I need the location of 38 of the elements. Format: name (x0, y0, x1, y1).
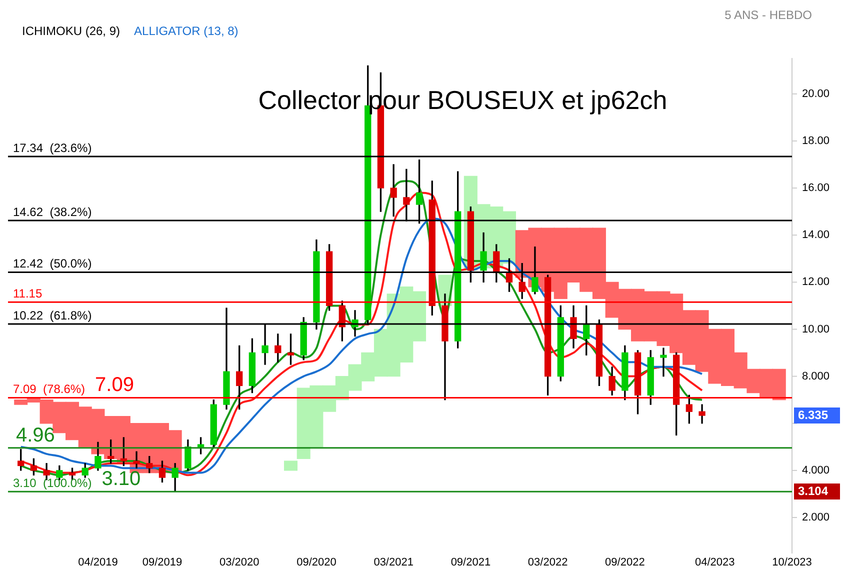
x-tick-label: 09/2019 (142, 556, 182, 568)
candlestick (133, 451, 140, 468)
x-tick-label: 10/2023 (772, 556, 812, 568)
x-tick-label: 04/2019 (78, 556, 118, 568)
y-tick-label: 2.000 (802, 512, 830, 524)
candlestick (390, 164, 397, 217)
y-tick-label: 18.00 (802, 135, 830, 147)
x-tick-label: 04/2023 (695, 556, 735, 568)
x-tick-label: 09/2021 (450, 556, 491, 568)
ref-line-label: 14.62 (38.2%) (13, 204, 92, 219)
annotation: 7.09 (95, 374, 134, 396)
y-tick-label: 16.00 (802, 182, 830, 194)
x-tick-label: 03/2021 (374, 556, 414, 568)
ref-line-label: 3.10 (100.0%) (13, 476, 92, 490)
candlestick (660, 348, 667, 377)
text: 3.104 (798, 484, 828, 498)
y-tick-label: 12.00 (802, 276, 830, 288)
text: 6.335 (798, 408, 828, 422)
ref-line-label: 17.34 (23.6%) (13, 140, 92, 155)
chart-subtitle: 5 ANS - HEBDO (724, 8, 812, 22)
candlestick (698, 404, 706, 424)
y-tick-label: 14.00 (802, 229, 830, 242)
ref-line-label: 10.22 (61.8%) (13, 308, 92, 322)
ref-line-label: 7.09 (78.6%) (13, 382, 86, 396)
y-tick-label: 20.00 (802, 88, 830, 100)
ref-line-label: 12.42 (50.0%) (13, 256, 92, 271)
x-tick-label: 03/2020 (219, 556, 260, 568)
text: ICHIMOKU (26, 9) (22, 24, 120, 40)
ref-line-label: 11.15 (13, 286, 42, 300)
x-tick-label: 09/2022 (605, 556, 645, 568)
annotation: 3.10 (102, 468, 141, 490)
y-tick-label: 10.00 (802, 323, 830, 336)
y-tick-label: 4.000 (802, 464, 830, 476)
x-tick-label: 03/2022 (528, 556, 568, 568)
text: ALLIGATOR (13, 8) (134, 24, 238, 40)
annotation: 4.96 (16, 424, 55, 446)
y-tick-label: 8.000 (802, 370, 830, 382)
x-tick-label: 09/2020 (296, 556, 336, 568)
